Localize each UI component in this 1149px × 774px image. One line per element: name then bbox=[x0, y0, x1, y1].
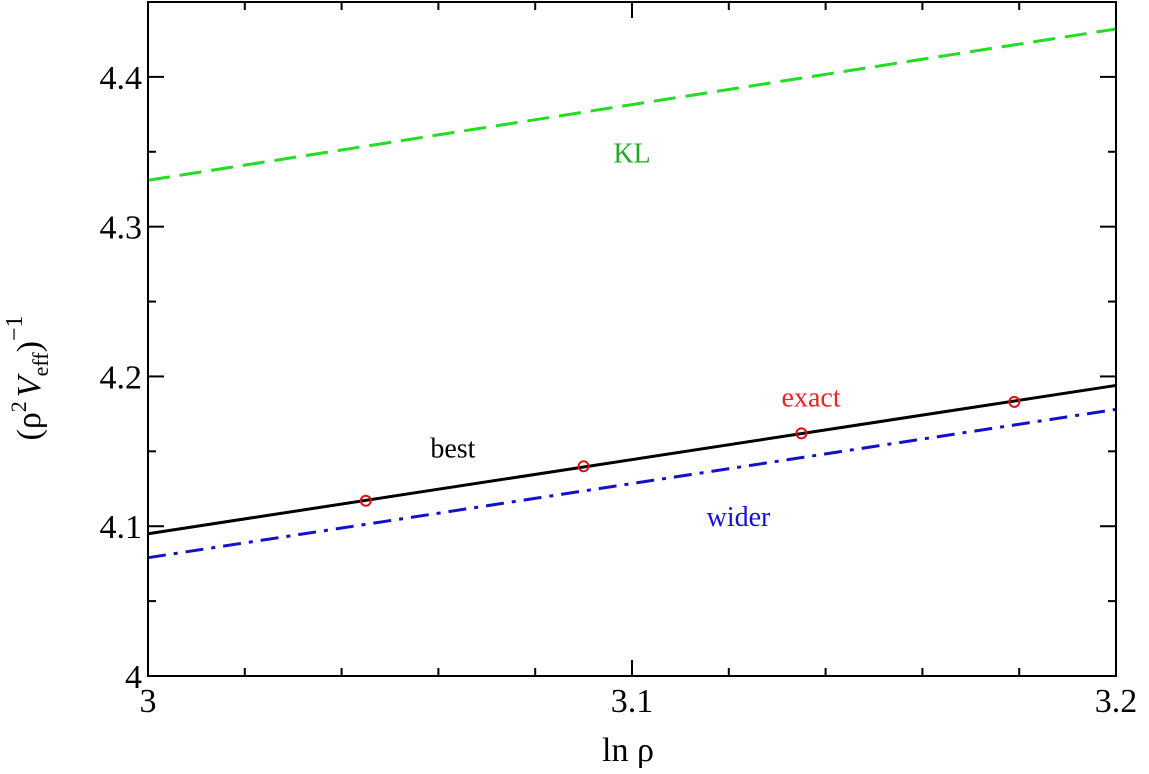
x-axis-label: ln ρ bbox=[602, 732, 654, 769]
y-tick-label: 4.4 bbox=[100, 60, 143, 97]
exact-marker bbox=[577, 460, 590, 473]
x-tick-label: 3 bbox=[140, 683, 157, 720]
y-tick-label: 4.2 bbox=[100, 359, 143, 396]
wider-line bbox=[147, 407, 1117, 560]
series-lines bbox=[147, 27, 1117, 560]
exact-label: exact bbox=[782, 382, 841, 413]
y-tick-label: 4 bbox=[125, 659, 142, 696]
y-tick-label: 4.1 bbox=[100, 509, 143, 546]
exact-marker bbox=[359, 494, 372, 507]
series-labels: KL best wider exact bbox=[430, 138, 840, 533]
x-tick-label: 3.2 bbox=[1095, 683, 1138, 720]
best-line bbox=[147, 383, 1117, 536]
y-axis-label: (ρ2Veff)−1 bbox=[2, 316, 53, 441]
exact-marker bbox=[1008, 395, 1021, 408]
best-label: best bbox=[430, 433, 475, 464]
KL-line bbox=[147, 27, 1117, 182]
KL-label: KL bbox=[613, 138, 650, 169]
y-tick-label: 4.3 bbox=[100, 210, 143, 247]
tick-labels: 3 3.1 3.2 4 4.1 4.2 4.3 4.4 bbox=[100, 60, 1138, 720]
x-tick-label: 3.1 bbox=[611, 683, 654, 720]
exact-marker bbox=[795, 427, 808, 440]
plot-frame bbox=[147, 1, 1117, 677]
wider-label: wider bbox=[707, 502, 771, 533]
